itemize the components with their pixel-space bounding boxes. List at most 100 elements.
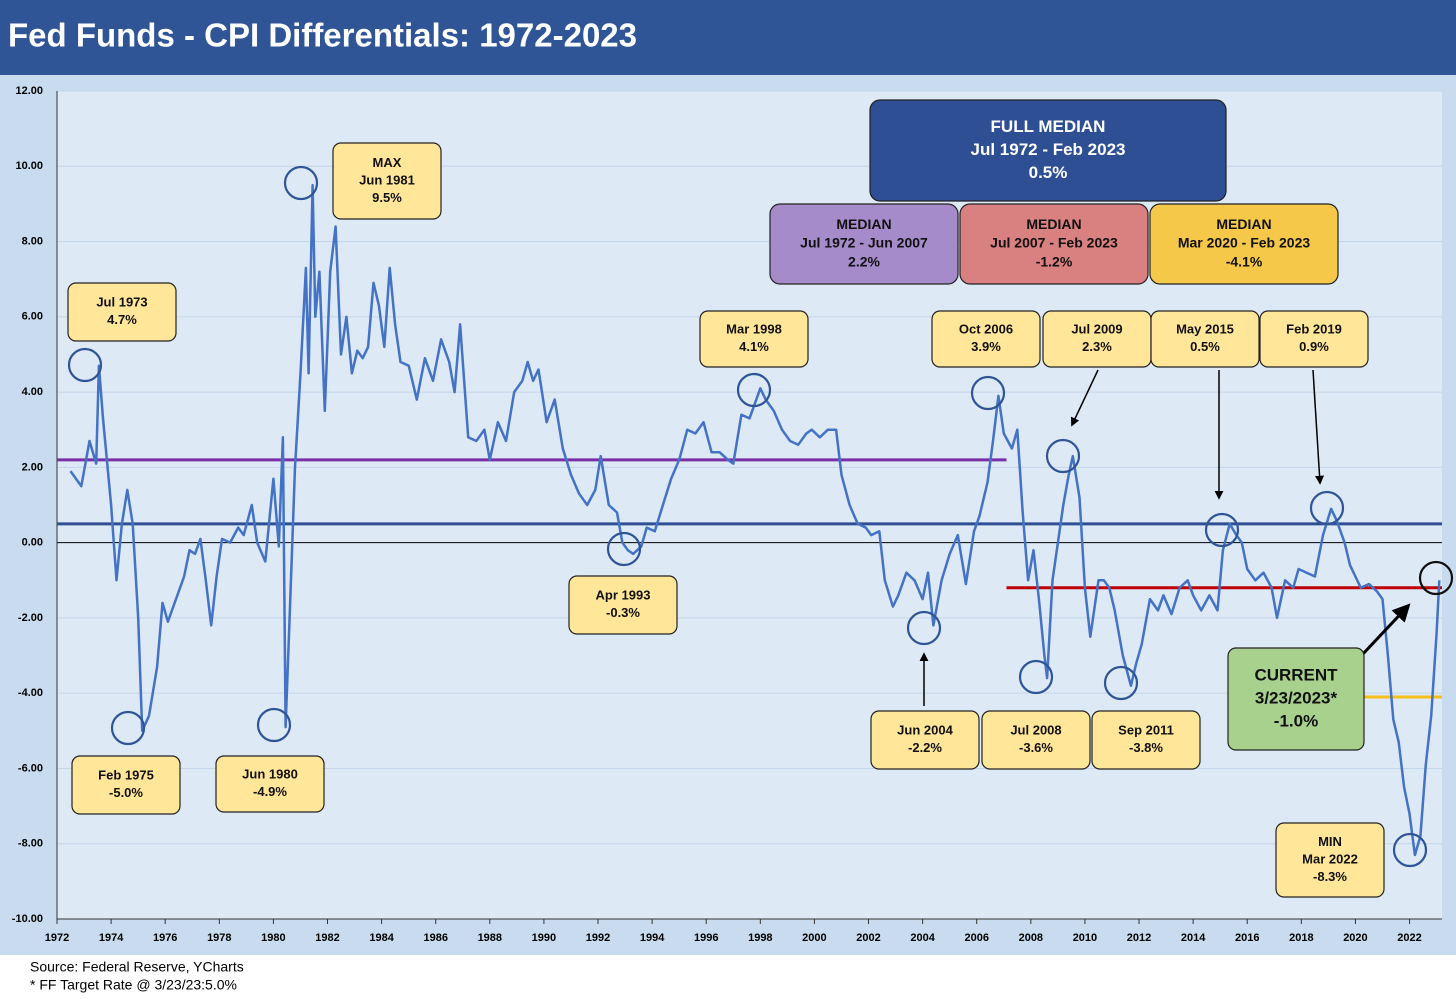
annotation-text: Jul 1972 - Jun 2007 [800,235,928,251]
highlight-circle [67,347,103,383]
x-tick-label: 1998 [748,932,772,944]
highlight-circle [1418,560,1454,596]
annotation-text: 3.9% [971,339,1001,354]
x-tick-label: 1972 [45,932,69,944]
annotation-text: 0.9% [1299,339,1329,354]
chart-title: Fed Funds - CPI Differentials: 1972-2023 [8,17,637,54]
annotation-box [71,755,181,815]
x-tick-label: 1982 [315,932,339,944]
annotation-box [931,310,1041,368]
arrow [1360,603,1411,657]
annotation-text: -8.3% [1313,869,1347,884]
y-tick-label: 4.00 [22,386,43,398]
highlight-circle [906,610,942,646]
annotation-text: 0.5% [1029,163,1068,182]
highlight-circle [970,375,1006,411]
annotation-box [67,282,177,342]
x-tick-label: 1984 [369,932,394,944]
x-tick-label: 2004 [910,932,935,944]
annotation-text: -4.9% [253,784,287,799]
highlight-circle [1309,490,1345,526]
annotation-text: 3/23/2023* [1255,688,1338,707]
annotation-text: Jun 2004 [897,723,953,738]
annotation-text: 2.3% [1082,339,1112,354]
highlight-circle [736,372,772,408]
x-tick-label: 1980 [261,932,285,944]
annotation-text: Jul 2007 - Feb 2023 [990,235,1118,251]
x-tick-label: 1996 [694,932,718,944]
annotation-box [1259,310,1369,368]
x-tick-label: 2006 [964,932,988,944]
highlight-circle [283,165,319,201]
annotation-text: 0.5% [1190,339,1220,354]
x-tick-label: 1990 [532,932,556,944]
highlight-circle [1018,659,1054,695]
annotation-text: -5.0% [109,785,143,800]
annotation-text: Mar 2020 - Feb 2023 [1178,235,1311,251]
highlight-circle [1045,438,1081,474]
annotation-box [1149,203,1339,285]
annotation-text: 4.1% [739,339,769,354]
annotation-text: Apr 1993 [596,588,651,603]
annotation-box [981,710,1091,770]
highlight-circle [256,707,292,743]
annotation-box [1227,647,1365,751]
x-tick-label: 2000 [802,932,826,944]
annotation-text: Jul 2008 [1010,723,1061,738]
annotation-box [769,203,959,285]
annotation-text: 4.7% [107,312,137,327]
annotation-text: Mar 2022 [1302,851,1358,866]
annotation-box [332,142,442,220]
x-tick-label: 2008 [1019,932,1043,944]
y-tick-label: -4.00 [18,687,43,699]
x-tick-label: 2020 [1343,932,1367,944]
x-tick-label: 1978 [207,932,231,944]
annotation-box [699,310,809,368]
y-tick-label: 12.00 [15,85,43,97]
annotation-text: CURRENT [1254,666,1338,685]
highlight-circle [1392,832,1428,868]
annotation-text: 2.2% [848,254,880,270]
annotation-box [215,755,325,813]
annotation-box [568,575,678,635]
y-tick-label: -6.00 [18,762,43,774]
highlight-circle [1103,665,1139,701]
annotation-box [870,710,980,770]
y-tick-label: -2.00 [18,612,43,624]
annotation-text: Jun 1980 [242,767,298,782]
x-tick-label: 2022 [1397,932,1421,944]
annotation-text: MEDIAN [1216,216,1271,232]
y-tick-label: 2.00 [22,461,43,473]
annotation-text: Jul 2009 [1071,322,1122,337]
annotation-text: Feb 2019 [1286,322,1342,337]
annotation-text: Sep 2011 [1118,723,1174,738]
x-tick-label: 1994 [640,932,665,944]
x-tick-label: 1974 [99,932,124,944]
annotation-text: May 2015 [1176,322,1234,337]
source-note: Source: Federal Reserve, YCharts [30,959,244,975]
annotation-text: -2.2% [908,740,942,755]
annotation-text: -1.2% [1036,254,1073,270]
footnote: * FF Target Rate @ 3/23/23:5.0% [30,977,237,993]
annotation-box [1150,310,1260,368]
annotation-text: MEDIAN [1026,216,1081,232]
x-tick-label: 1986 [423,932,447,944]
annotation-box [869,99,1227,202]
annotation-text: FULL MEDIAN [991,117,1106,136]
x-tick-label: 2014 [1181,932,1206,944]
arrow [1071,369,1099,427]
annotation-text: -4.1% [1226,254,1263,270]
y-tick-label: 0.00 [22,537,43,549]
highlight-circle [606,531,642,567]
annotation-text: Jul 1973 [96,295,147,310]
annotation-box [1275,822,1385,898]
highlight-circle [110,710,146,746]
annotation-box [959,203,1149,285]
annotation-text: Mar 1998 [726,322,782,337]
highlight-circle [1204,512,1240,548]
annotation-text: -1.0% [1274,711,1318,730]
data-line [69,183,1441,857]
x-tick-label: 2012 [1127,932,1151,944]
y-tick-label: 8.00 [22,235,43,247]
